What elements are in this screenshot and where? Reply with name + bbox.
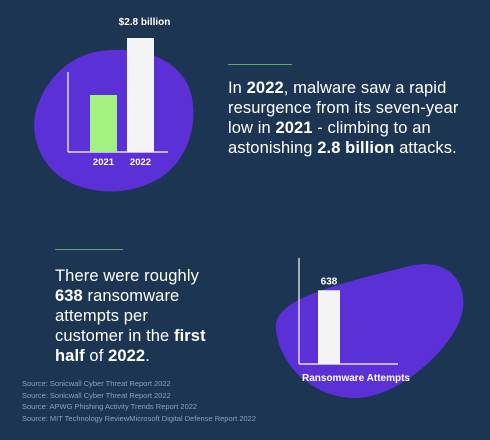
block2-text-3: of — [84, 347, 109, 365]
block1-text-3: - climbing to an astonishing — [228, 119, 431, 157]
chart2-x-axis-label: Ransomware Attempts — [302, 373, 410, 384]
block2-text-1: There were roughly — [55, 267, 199, 285]
chart1-tick-label-2022: 2022 — [130, 157, 151, 168]
chart1-bar-2022 — [127, 38, 154, 152]
chart2-group: 638 Ransomware Attempts — [298, 258, 410, 384]
source-line: Source: MIT Technology ReviewMicrosoft D… — [22, 413, 257, 423]
block2-bold-first-half: first half — [55, 327, 206, 365]
chart2-value-label: 638 — [321, 276, 338, 287]
block1-paragraph: In 2022, malware saw a rapid resurgence … — [228, 78, 478, 158]
chart1-tick-label-2021: 2021 — [93, 157, 115, 168]
block1-bold-amount: 2.8 billion — [317, 139, 395, 157]
block2-bold-count: 638 — [55, 287, 83, 305]
block2-bold-year: 2022 — [108, 347, 146, 365]
block1-text-1: In — [228, 79, 247, 97]
source-line: Source: APWG Phishing Activity Trends Re… — [22, 402, 198, 412]
block1-bold-year-2022: 2022 — [246, 79, 284, 97]
source-line: Source: Sonicwall Cyber Threat Report 20… — [22, 379, 171, 388]
block2-paragraph: There were roughly 638 ransomware attemp… — [55, 266, 220, 366]
chart1-value-label-2022: $2.8 billion — [119, 17, 171, 28]
sources-list: Source: Sonicwall Cyber Threat Report 20… — [22, 378, 256, 424]
chart2-bar-ransomware — [318, 290, 340, 364]
block2-divider — [55, 249, 123, 250]
chart1-bar-2021 — [90, 95, 117, 152]
block1-divider — [228, 64, 292, 65]
block1-text-2: , malware saw a rapid resurgence from it… — [228, 79, 459, 137]
block1-text-4: attacks. — [394, 139, 457, 157]
block1-bold-year-2021: 2021 — [275, 119, 313, 137]
block2-text-2: ransomware attempts per customer in the — [55, 287, 180, 345]
source-line: Source: Sonicwall Cyber Threat Report 20… — [22, 390, 171, 400]
chart1-group: 2021 2022 $2.8 billion — [67, 17, 171, 168]
block2-text-4: . — [145, 347, 150, 365]
